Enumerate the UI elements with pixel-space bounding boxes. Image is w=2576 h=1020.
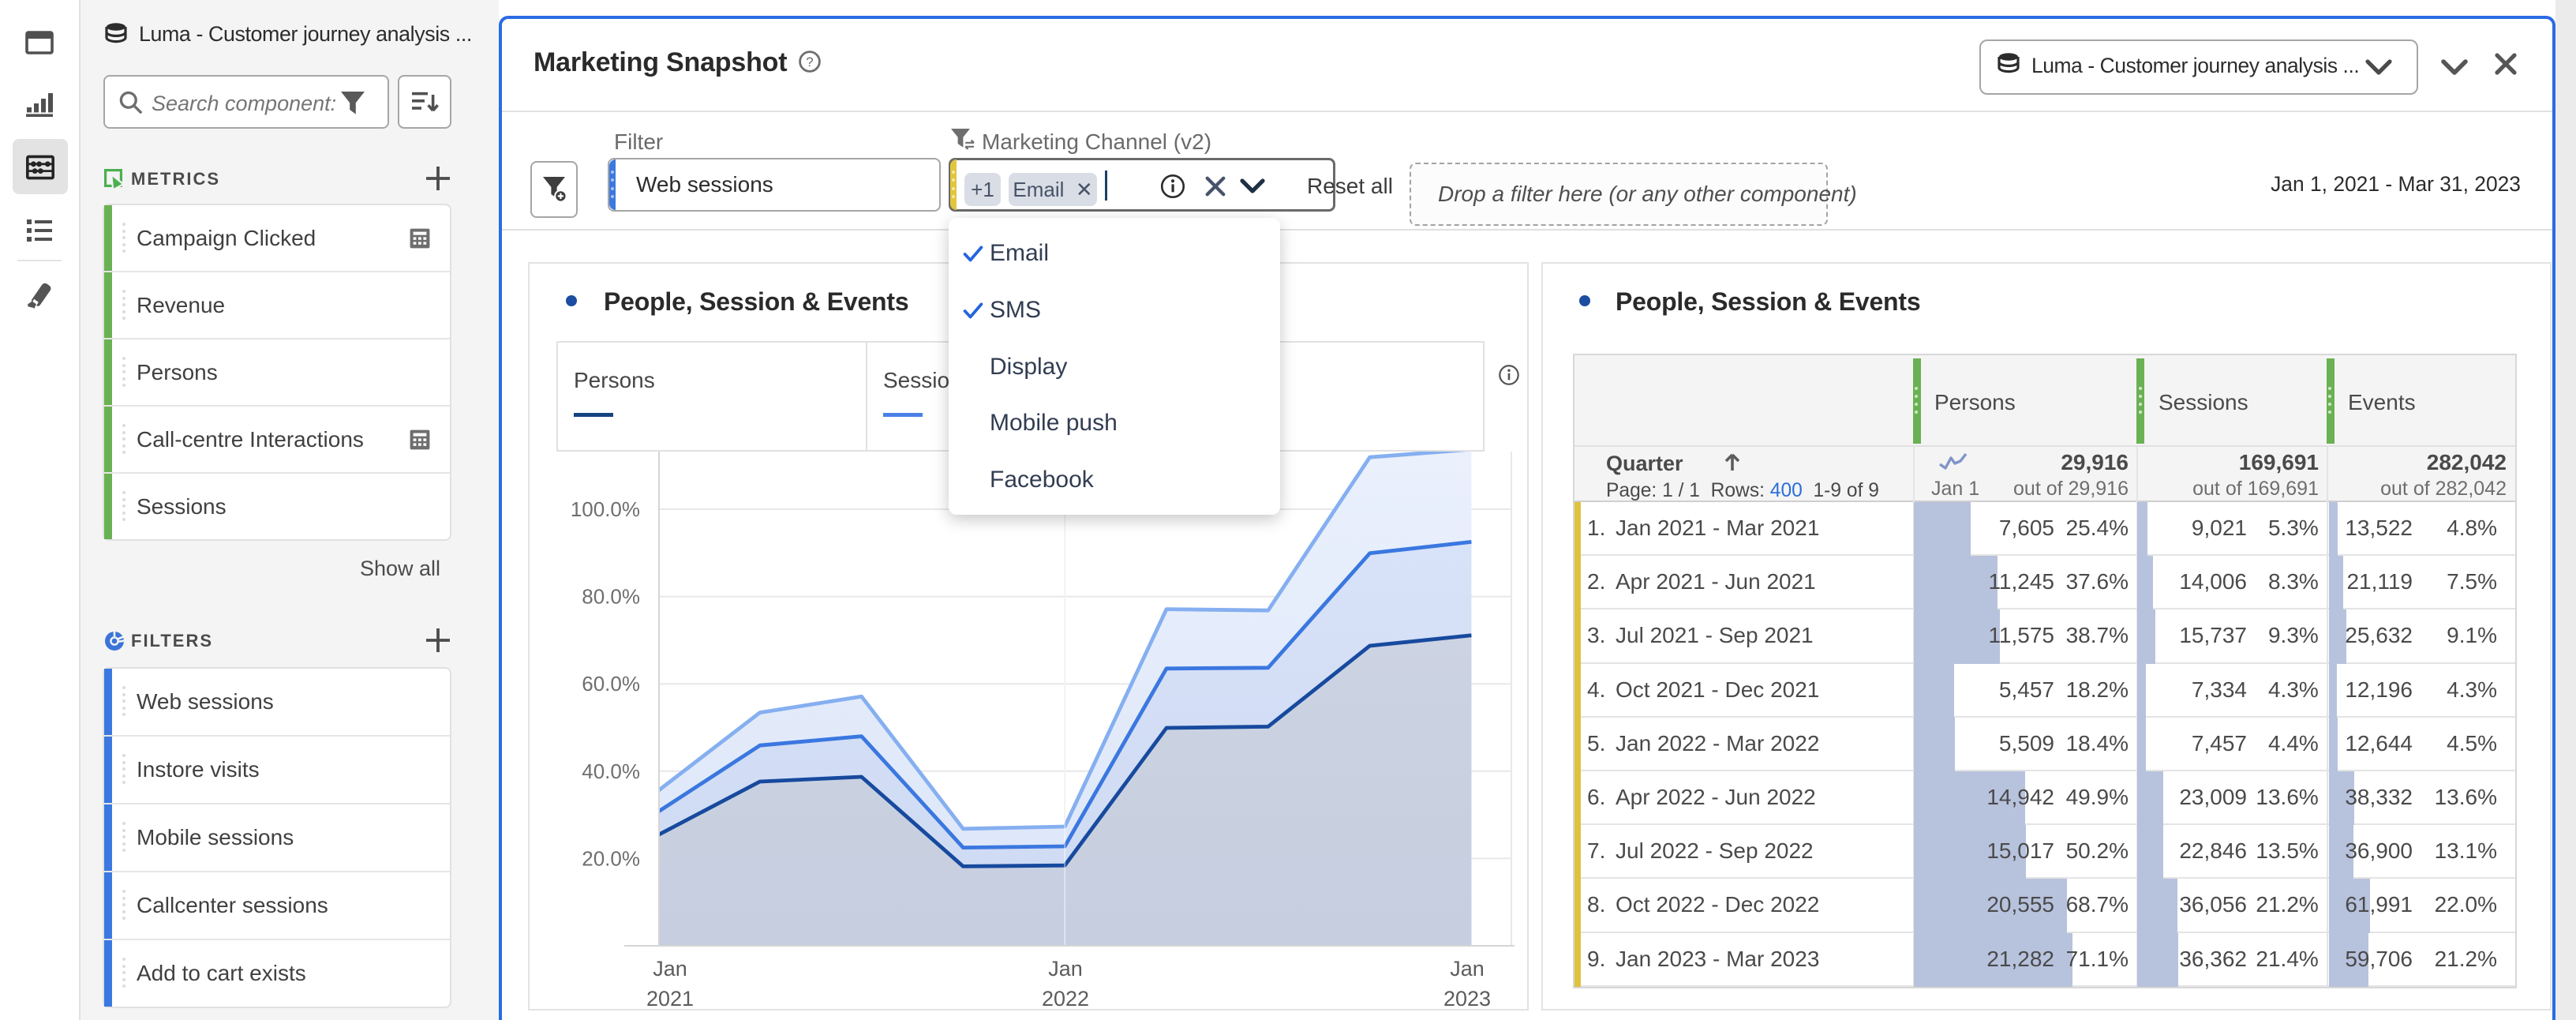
svg-text:Jan: Jan — [653, 957, 687, 981]
svg-text:Jan: Jan — [1450, 957, 1485, 981]
svg-text:?: ? — [806, 54, 813, 69]
svg-text:60.0%: 60.0% — [582, 672, 640, 696]
svg-text:2022: 2022 — [1042, 987, 1089, 1009]
svg-text:100.0%: 100.0% — [571, 497, 640, 521]
svg-text:20.0%: 20.0% — [582, 846, 640, 870]
svg-text:80.0%: 80.0% — [582, 585, 640, 609]
svg-text:Jan: Jan — [1048, 957, 1083, 981]
svg-text:2021: 2021 — [646, 987, 694, 1009]
svg-text:2023: 2023 — [1443, 987, 1491, 1009]
svg-text:40.0%: 40.0% — [582, 759, 640, 783]
